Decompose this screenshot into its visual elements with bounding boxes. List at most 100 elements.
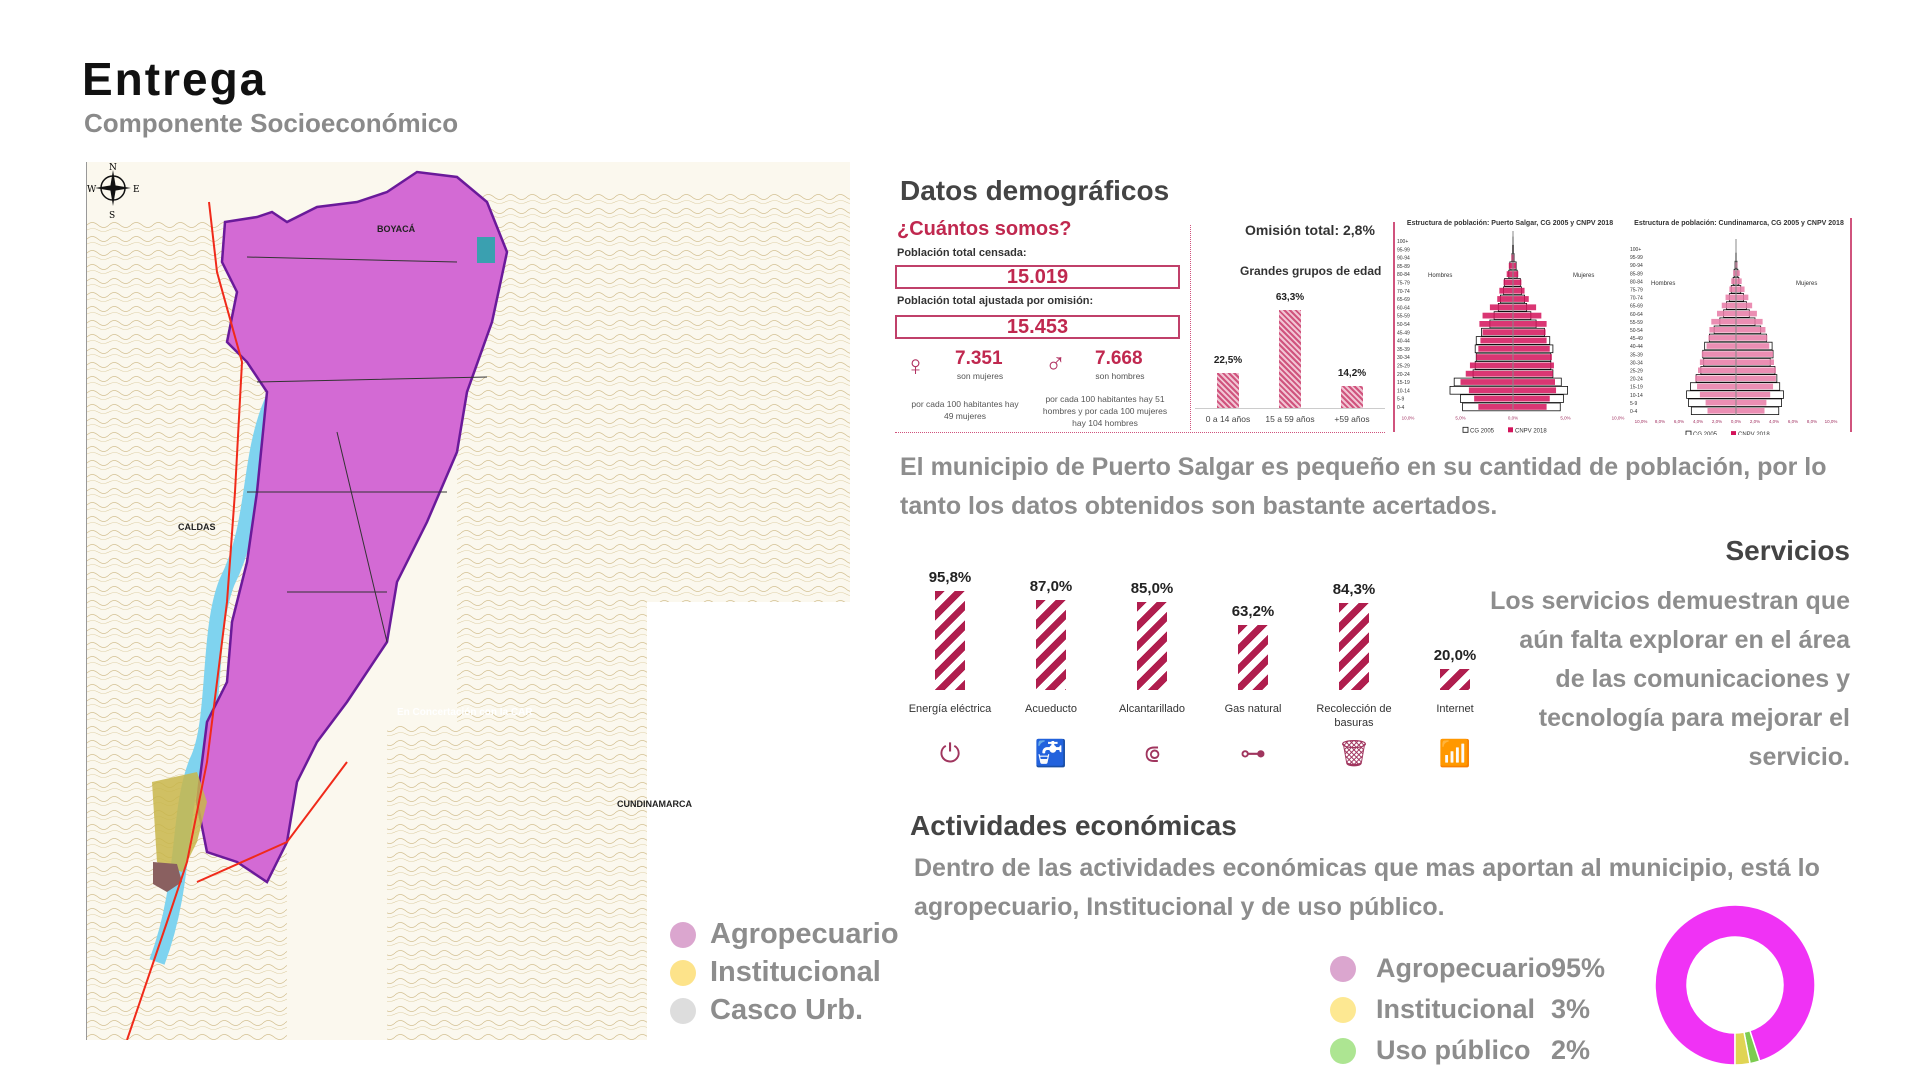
bar-2018-men xyxy=(1478,345,1513,352)
pyramid-xtick: 0,0% xyxy=(1731,419,1741,424)
bar-2018-men xyxy=(1499,287,1513,294)
label-cundinamarca: CUNDINAMARCA xyxy=(617,799,692,809)
wifi-icon: 📶 xyxy=(1438,738,1472,768)
casco-urbano-area xyxy=(153,862,182,892)
actividades-donut-chart xyxy=(1654,904,1816,1066)
bar-2018-men xyxy=(1711,318,1736,325)
legend-value: 3% xyxy=(1551,994,1591,1024)
label-concertacion: En Concertación con la CAR xyxy=(397,707,533,718)
servicios-text: Los servicios demuestran que aún falta e… xyxy=(1490,587,1850,771)
pyramid-border-right xyxy=(1850,218,1852,432)
pyramid-legend-label: CNPV 2018 xyxy=(1515,428,1547,434)
ajustada-value: 15.453 xyxy=(895,315,1180,339)
bar-2018-women xyxy=(1736,310,1757,317)
bar-2018-women xyxy=(1513,329,1546,336)
ajustada-label: Población total ajustada por omisión: xyxy=(897,295,1094,307)
demografia-paragraph: El municipio de Puerto Salgar es pequeño… xyxy=(900,453,1827,520)
pyramid-age-label: 45-49 xyxy=(1630,336,1643,342)
service-label: Energía eléctrica xyxy=(908,703,992,715)
bar-2018-women xyxy=(1513,271,1519,277)
bar-2018-women xyxy=(1736,302,1753,309)
pyramid-age-label: 70-74 xyxy=(1397,289,1410,295)
road-secondary xyxy=(196,761,348,883)
pyramid-xtick: 4,0% xyxy=(1693,419,1703,424)
bar-2018-women xyxy=(1513,254,1515,261)
pyramid-mujeres-label: Mujeres xyxy=(1796,281,1817,287)
legend-label: Agropecuario xyxy=(710,918,899,950)
pyramid-age-label: 45-49 xyxy=(1397,330,1410,336)
compass-w: W xyxy=(87,185,97,195)
pyramid-xtick: 2,0% xyxy=(1712,419,1722,424)
bar-2018-men xyxy=(1506,271,1513,277)
pyramid-hombres-label: Hombres xyxy=(1651,281,1675,287)
map-legend-item: Casco Urb. xyxy=(670,994,899,1027)
pyramid-legend-label: CG 2005 xyxy=(1470,428,1495,434)
pyramid-age-label: 55-59 xyxy=(1630,320,1643,326)
bar-2018-men xyxy=(1497,296,1513,302)
service-value: 85,0% xyxy=(1130,580,1174,598)
pyramid-age-label: 35-39 xyxy=(1630,352,1643,358)
bar-2018-men xyxy=(1709,327,1736,333)
pyramid-title: Estructura de población: Puerto Salgar, … xyxy=(1407,220,1613,227)
pyramid-age-label: 0-4 xyxy=(1397,405,1404,411)
pyramid-xtick: 6,0% xyxy=(1674,419,1684,424)
bar-2018-women xyxy=(1736,262,1738,268)
mujeres-value: 7.351 xyxy=(955,348,1003,369)
pyramid-age-label: 0-4 xyxy=(1630,409,1637,415)
vereda-boundaries xyxy=(246,256,488,643)
service-bar xyxy=(1339,603,1369,690)
legend-value: 2% xyxy=(1551,1035,1591,1065)
pyramid-age-label: 75-79 xyxy=(1397,281,1410,287)
bar-2018-women xyxy=(1736,367,1776,374)
bar-2018-women xyxy=(1513,362,1554,369)
censada-value: 15.019 xyxy=(895,265,1180,289)
age-bar-category: 0 a 14 años xyxy=(1205,414,1251,424)
bar-2018-men xyxy=(1695,375,1736,382)
bar-2018-women xyxy=(1513,304,1537,311)
bar-2018-men xyxy=(1479,321,1513,327)
pyramid-age-label: 95-99 xyxy=(1397,247,1410,253)
label-caldas: CALDAS xyxy=(178,522,216,532)
compass-s: S xyxy=(109,211,115,221)
pipe-icon: ⟃ xyxy=(1144,738,1160,768)
pyramid-xtick: 10,0% xyxy=(1402,415,1415,420)
bar-2018-women xyxy=(1736,391,1771,398)
pyramid-age-label: 5-9 xyxy=(1397,397,1404,403)
donut-slice xyxy=(1734,1031,1751,1066)
bar-2018-men xyxy=(1708,335,1736,341)
bar-2018-men xyxy=(1482,312,1513,319)
pyramid-age-label: 15-19 xyxy=(1397,380,1410,386)
bar-2018-women xyxy=(1513,387,1557,394)
map-legend-item: Agropecuario xyxy=(670,918,899,951)
pyramid-cundinamarca: Estructura de población: Cundinamarca, C… xyxy=(1630,220,1844,435)
bar-2018-men xyxy=(1731,278,1736,284)
bar-2018-women xyxy=(1513,370,1553,377)
bar-2018-women xyxy=(1736,318,1763,325)
compass-n: N xyxy=(109,163,117,173)
compass-rose-icon xyxy=(95,170,131,206)
pyramid-age-label: 20-24 xyxy=(1630,377,1643,383)
pyramid-age-label: 10-14 xyxy=(1397,388,1410,394)
bar-2018-men xyxy=(1699,359,1736,365)
legend-dot xyxy=(1330,955,1356,982)
censada-label: Población total censada: xyxy=(897,247,1027,259)
pyramid-xtick: 4,0% xyxy=(1769,419,1779,424)
pyramid-age-label: 75-79 xyxy=(1630,288,1643,294)
legend-label: Institucional xyxy=(710,956,881,988)
pyramid-age-label: 80-84 xyxy=(1630,279,1643,285)
bar-2018-women xyxy=(1513,354,1552,360)
legend-dot-agropecuario xyxy=(670,921,696,948)
service-bar xyxy=(935,591,965,690)
pyramid-xtick: 5,0% xyxy=(1560,415,1570,420)
service-value: 87,0% xyxy=(1029,578,1073,596)
mujeres-note: por cada 100 habitantes hay 49 mujeres xyxy=(911,399,1019,421)
hombres-label: son hombres xyxy=(1095,371,1145,381)
institucional-area xyxy=(152,772,207,872)
hombres-value: 7.668 xyxy=(1095,348,1143,369)
trash-bin-icon: 🗑 xyxy=(1337,738,1371,768)
bar-2018-men xyxy=(1699,391,1736,398)
bar-2018-women xyxy=(1736,335,1768,341)
land-use-map: N S E W BOYACÁ CALDAS CUNDINAMARCA En Co… xyxy=(86,162,850,1040)
map-legend-item: Institucional xyxy=(670,956,899,989)
bar-2018-men xyxy=(1729,286,1736,293)
